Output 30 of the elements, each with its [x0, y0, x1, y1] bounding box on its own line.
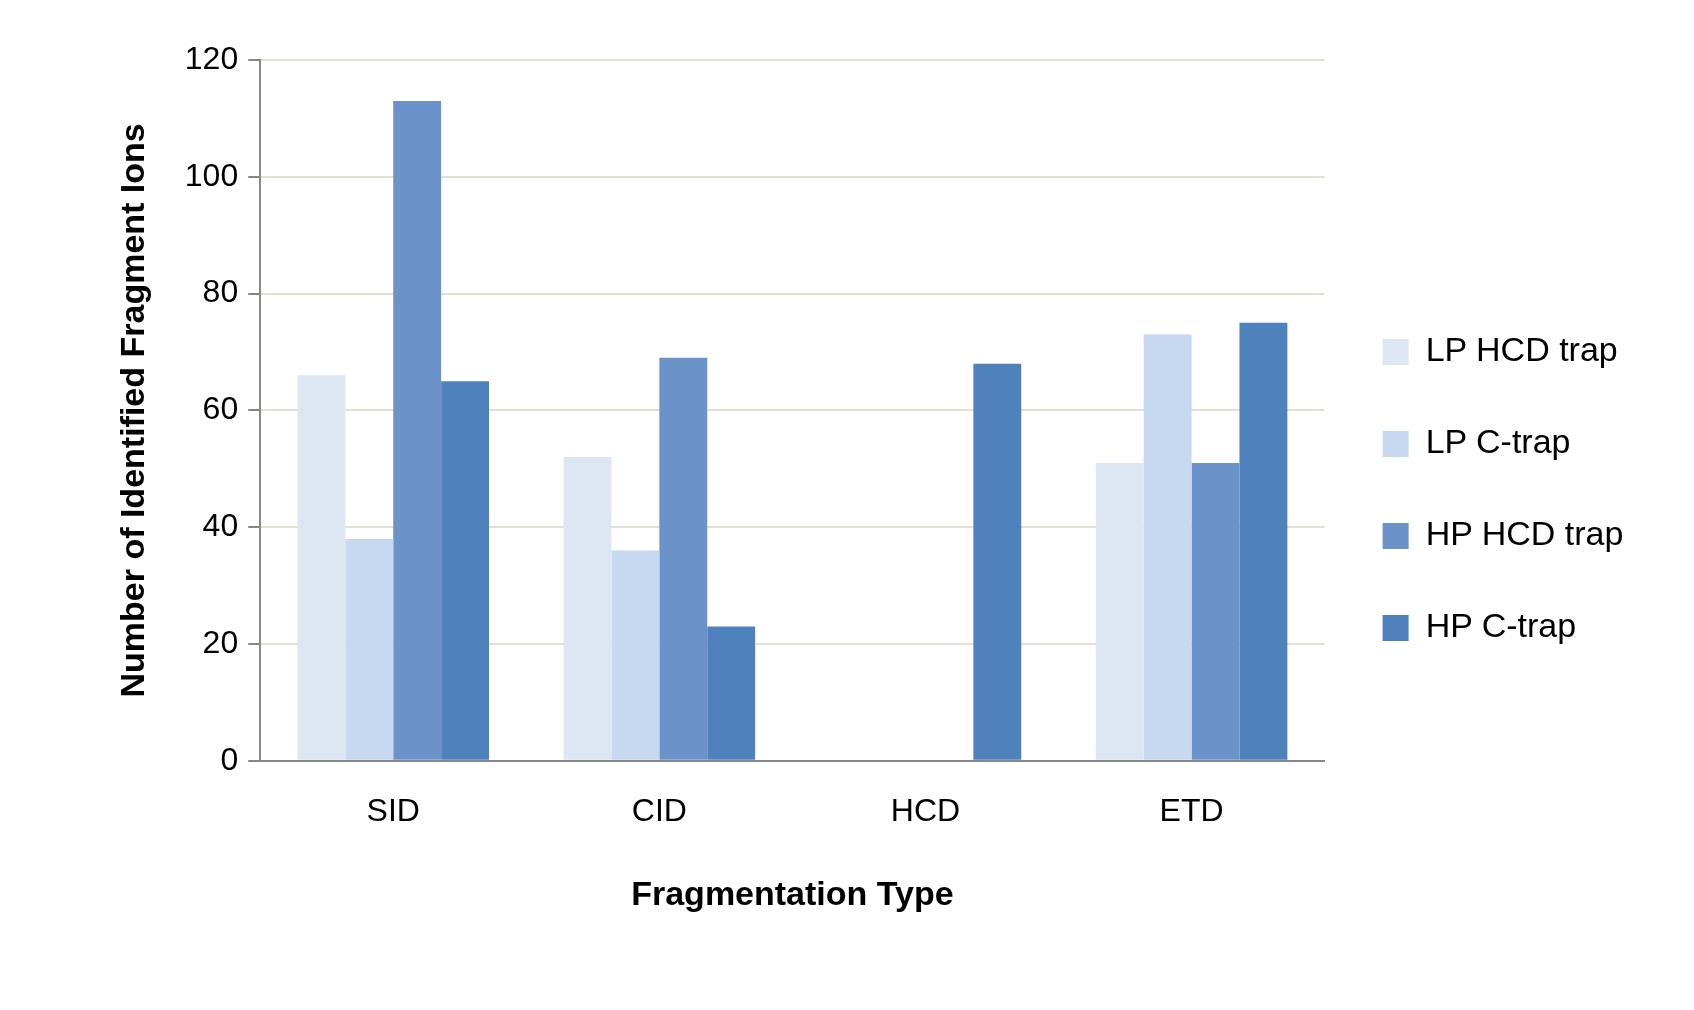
- bar: [973, 363, 1022, 760]
- bar: [297, 375, 346, 760]
- bar: [659, 357, 708, 760]
- x-axis-title: Fragmentation Type: [631, 873, 954, 912]
- y-axis-title: Number of Identified Fragment Ions: [112, 123, 151, 698]
- bar: [1191, 462, 1240, 760]
- x-tick-label: HCD: [890, 791, 961, 828]
- y-tick-label: 0: [220, 740, 239, 777]
- y-tick-label: 120: [184, 39, 239, 76]
- bar: [393, 100, 442, 760]
- bar: [345, 538, 394, 760]
- bar: [1143, 334, 1192, 760]
- bar: [441, 381, 490, 760]
- bar: [1239, 322, 1288, 760]
- bar: [611, 550, 660, 760]
- y-tick-label: 20: [202, 623, 239, 660]
- legend-label: LP C-trap: [1425, 422, 1571, 461]
- bar: [1095, 462, 1144, 760]
- y-tick-label: 80: [202, 273, 239, 310]
- y-tick-label: 40: [202, 507, 239, 544]
- legend-label: HP HCD trap: [1425, 514, 1624, 553]
- x-tick-label: CID: [631, 791, 687, 828]
- y-tick-label: 100: [184, 156, 239, 193]
- legend-label: LP HCD trap: [1425, 330, 1618, 369]
- y-tick-label: 60: [202, 390, 239, 427]
- bar: [707, 626, 756, 760]
- bar: [563, 457, 612, 760]
- x-tick-label: SID: [366, 791, 420, 828]
- legend-label: HP C-trap: [1425, 606, 1577, 645]
- x-tick-label: ETD: [1159, 791, 1224, 828]
